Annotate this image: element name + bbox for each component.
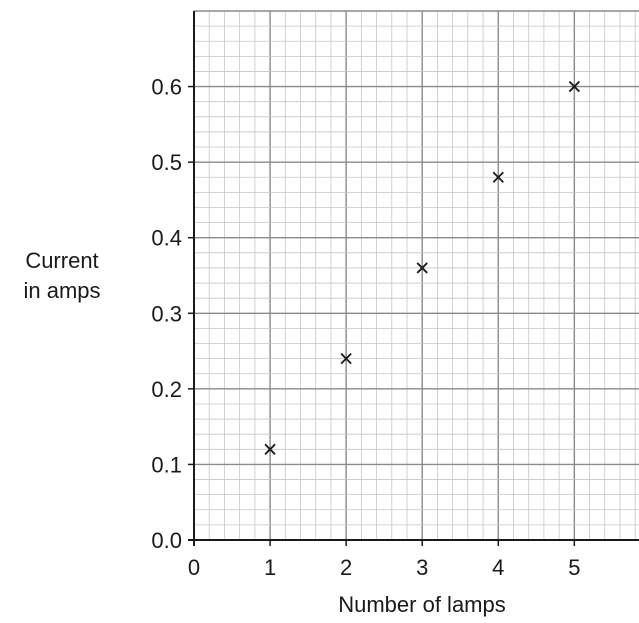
x-tick-label: 0	[188, 555, 200, 580]
x-tick-label: 1	[264, 555, 276, 580]
x-axis-title: Number of lamps	[338, 592, 506, 617]
chart-axes	[188, 11, 639, 546]
data-point-marker	[416, 262, 428, 274]
y-tick-label: 0.3	[151, 301, 182, 326]
marker-stroke	[264, 443, 276, 455]
y-tick-label: 0.2	[151, 377, 182, 402]
data-point-marker	[568, 80, 580, 93]
y-tick-label: 0.6	[151, 75, 182, 100]
x-tick-label: 5	[568, 555, 580, 580]
x-tick-label: 2	[340, 555, 352, 580]
marker-stroke	[492, 171, 504, 183]
y-tick-label: 0.1	[151, 452, 182, 477]
data-point-marker	[264, 443, 276, 455]
marker-stroke	[340, 352, 352, 365]
x-tick-labels: 0 1 2 3 4 5	[188, 540, 580, 580]
x-tick-label: 4	[492, 555, 504, 580]
y-axis-title-line-2: in amps	[23, 278, 100, 303]
x-tick-label: 3	[416, 555, 428, 580]
marker-stroke	[416, 262, 428, 274]
y-tick-label: 0.4	[151, 226, 182, 251]
y-tick-labels: 0.0 0.1 0.2 0.3 0.4 0.5 0.6	[151, 75, 194, 553]
chart-grid	[194, 10, 639, 540]
y-tick-label: 0.5	[151, 150, 182, 175]
data-point-marker	[340, 352, 352, 365]
data-points	[264, 80, 580, 455]
y-axis-title-line-1: Current	[25, 248, 98, 273]
marker-stroke	[568, 80, 580, 93]
data-point-marker	[492, 171, 504, 183]
y-tick-label: 0.0	[151, 528, 182, 553]
